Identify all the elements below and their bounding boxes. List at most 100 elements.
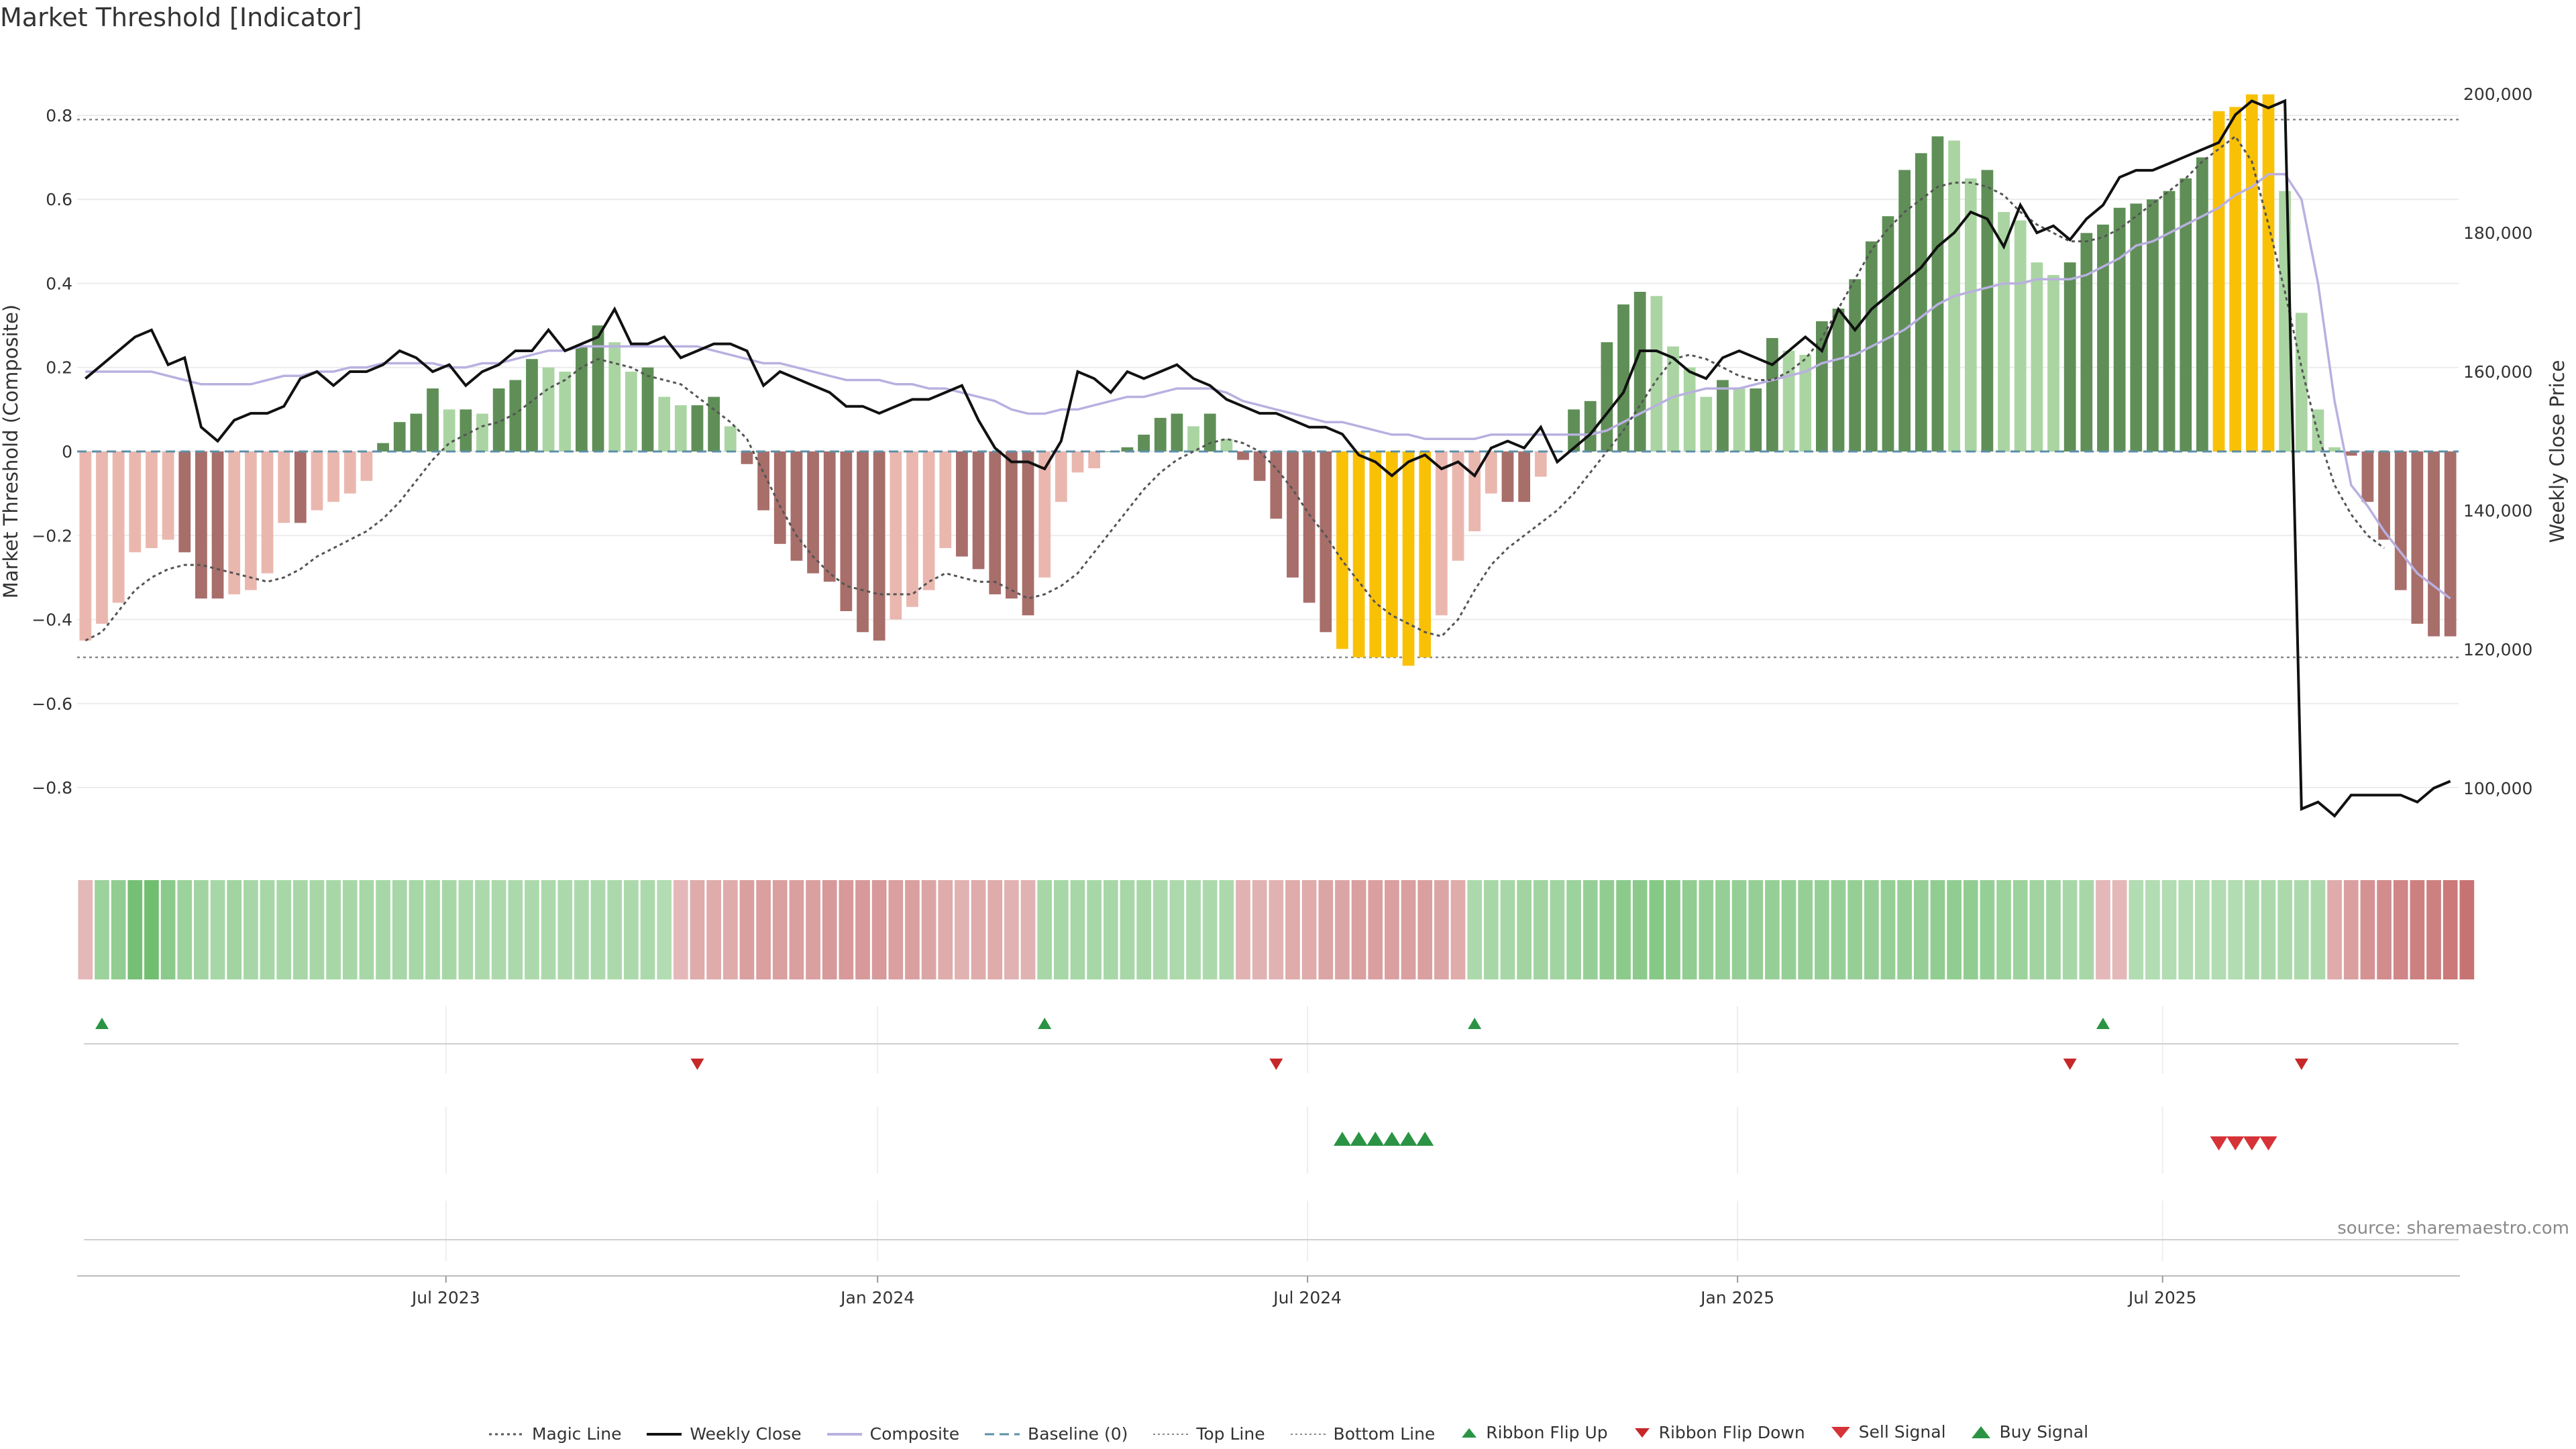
ribbon-cell (2327, 880, 2342, 979)
ribbon-cell (722, 880, 738, 979)
legend-label: Ribbon Flip Up (1486, 1423, 1608, 1442)
indicator-bar (1022, 451, 1034, 616)
ribbon-cell (2294, 880, 2309, 979)
ribbon-cell (1864, 880, 1879, 979)
indicator-bar (1700, 396, 1713, 451)
indicator-bar (1964, 178, 1977, 451)
ribbon-cell (1533, 880, 1548, 979)
ribbon-cell (210, 880, 225, 979)
legend-item-baseline: Baseline (0) (983, 1424, 1128, 1444)
indicator-bar (608, 342, 621, 451)
legend-label: Weekly Close (690, 1424, 802, 1444)
indicator-bar (311, 451, 323, 511)
ribbon-cell (244, 880, 258, 979)
legend-item-magic: Magic Line (488, 1424, 621, 1444)
legend-item-buy: Buy Signal (1970, 1422, 2088, 1442)
ribbon-cell (376, 880, 390, 979)
indicator-bar (691, 405, 704, 451)
ribbon-cell (756, 880, 771, 979)
indicator-bar (146, 451, 158, 549)
indicator-bar (2245, 94, 2258, 451)
ribbon-cell (144, 880, 159, 979)
ribbon-cell (276, 880, 292, 979)
ribbon-cell (111, 880, 126, 979)
ribbon-cell (590, 880, 606, 979)
indicator-bar (592, 325, 604, 451)
indicator-bar (228, 451, 241, 594)
ribbon-cell (1980, 880, 1995, 979)
indicator-bar (211, 451, 224, 599)
legend-label: Sell Signal (1858, 1422, 1946, 1442)
legend-item-flipdown: Ribbon Flip Down (1632, 1423, 1805, 1442)
indicator-bar (956, 451, 968, 557)
ribbon-cell (2343, 880, 2359, 979)
indicator-bar (1501, 451, 1514, 502)
indicator-bar (294, 451, 307, 523)
indicator-bar (1336, 451, 1348, 649)
indicator-bar (1617, 304, 1629, 451)
indicator-bar (1038, 451, 1051, 578)
ribbon-cell (2195, 880, 2210, 979)
indicator-bar (2345, 451, 2357, 456)
indicator-bar (492, 388, 505, 451)
ribbon-cell (1103, 880, 1118, 979)
ribbon-cell (2261, 880, 2276, 979)
ribbon-cell (541, 880, 556, 979)
ribbon-cell (260, 880, 275, 979)
ribbon-cell (177, 880, 193, 979)
indicator-bar (393, 422, 406, 451)
indicator-bar (2428, 451, 2440, 637)
ribbon-cell (194, 880, 209, 979)
indicator-bar (708, 396, 720, 451)
indicator-bar (823, 451, 836, 582)
ribbon-cell (905, 880, 920, 979)
sell-signal-marker (2243, 1136, 2261, 1150)
ribbon-cell (1616, 880, 1631, 979)
ribbon-cell (1947, 880, 1962, 979)
ribbon-cell (673, 880, 688, 979)
indicator-bar (2113, 207, 2126, 451)
ribbon-flip-up-marker (1038, 1018, 1052, 1029)
indicator-bar (757, 451, 769, 511)
y-tick-label: 0.8 (46, 106, 72, 125)
y-tick-label: −0.4 (32, 610, 72, 630)
ribbon-cell (657, 880, 672, 979)
legend-item-flipup: Ribbon Flip Up (1459, 1423, 1608, 1442)
ribbon-cell (1450, 880, 1466, 979)
y2-tick-label: 140,000 (2463, 501, 2532, 521)
y2-tick-label: 120,000 (2463, 640, 2532, 659)
ribbon-cell (1120, 880, 1135, 979)
indicator-bar (840, 451, 853, 611)
indicator-bar (96, 451, 108, 624)
indicator-bar (989, 451, 1002, 594)
indicator-bar (1898, 170, 1911, 452)
indicator-bar (1171, 413, 1183, 451)
x-tick-label: Jul 2024 (1272, 1288, 1342, 1307)
legend-label: Bottom Line (1333, 1424, 1436, 1444)
buy-signal-marker (1416, 1132, 1434, 1146)
indicator-bar (2411, 451, 2424, 624)
legend-item-sell: Sell Signal (1829, 1422, 1946, 1442)
indicator-bar (1650, 296, 1663, 451)
indicator-bar (2212, 111, 2225, 451)
ribbon-cell (1682, 880, 1697, 979)
ribbon-cell (2426, 880, 2441, 979)
indicator-bar (1882, 216, 1894, 451)
ribbon-cell (1037, 880, 1053, 979)
ribbon-cell (1566, 880, 1581, 979)
indicator-bar (2097, 224, 2109, 451)
triangle-up-icon (1972, 1426, 1991, 1438)
ribbon-cell (1748, 880, 1764, 979)
indicator-bar (2080, 233, 2093, 451)
sell-signal-marker (2259, 1136, 2277, 1150)
indicator-bar (1352, 451, 1365, 657)
indicator-bar (1766, 337, 1778, 451)
ribbon-cell (160, 880, 176, 979)
indicator-bar (360, 451, 373, 481)
ribbon-cell (525, 880, 539, 979)
ribbon-cell (2112, 880, 2127, 979)
buy-signal-marker (1383, 1132, 1401, 1146)
ribbon-cell (1070, 880, 1085, 979)
indicator-bar (476, 413, 488, 451)
indicator-bar (2163, 191, 2176, 451)
